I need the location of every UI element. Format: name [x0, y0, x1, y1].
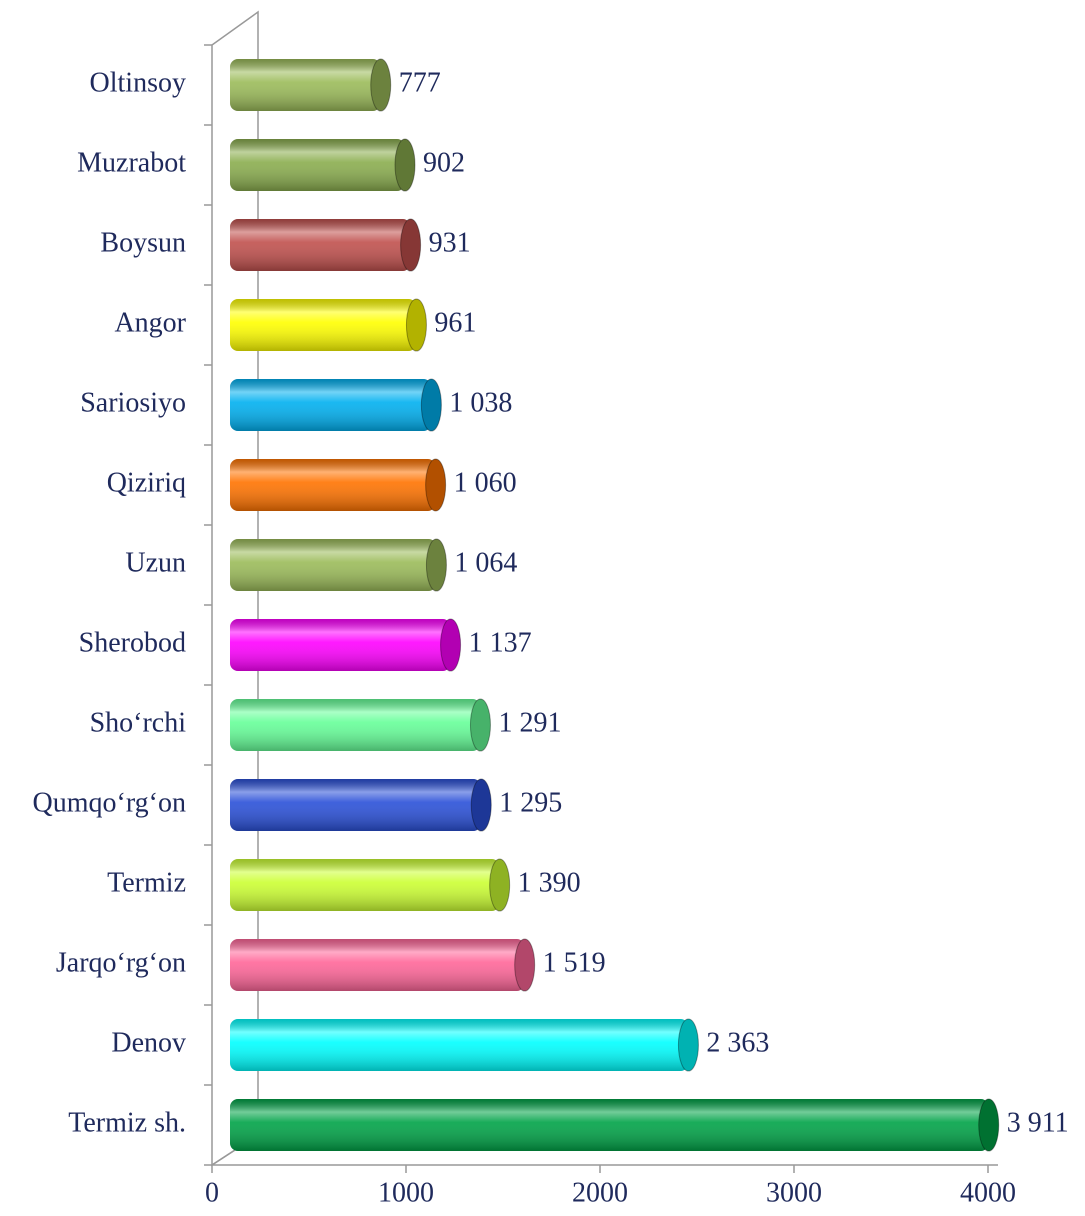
- bar-cap-shade: [421, 379, 442, 431]
- bar-cap: [514, 938, 536, 992]
- bar-shade: [230, 1099, 989, 1151]
- y-tick-label: Qumqo‘rg‘on: [33, 787, 186, 818]
- bar-shade: [230, 59, 381, 111]
- bar-shade: [230, 219, 411, 271]
- bar-cap: [400, 218, 422, 272]
- bar-shade: [230, 699, 481, 751]
- bar-cap: [440, 618, 462, 672]
- y-tick-label: Boysun: [100, 227, 186, 258]
- bar-cap-shade: [440, 619, 461, 671]
- bar-shade: [230, 1019, 689, 1071]
- y-tick-label: Uzun: [125, 547, 186, 578]
- value-label: 3 911: [1007, 1107, 1069, 1138]
- bar-cap-shade: [425, 459, 446, 511]
- bar-shade: [230, 539, 437, 591]
- x-tick-label: 0: [205, 1177, 219, 1208]
- bar-cap-shade: [489, 859, 510, 911]
- value-label: 777: [399, 67, 441, 98]
- y-tick-label: Sariosiyo: [80, 387, 186, 418]
- y-tick-label: Angor: [114, 307, 186, 338]
- value-label: 1 060: [454, 467, 517, 498]
- bar-shade: [230, 859, 500, 911]
- bar-cap-shade: [678, 1019, 699, 1071]
- x-tick-label: 3000: [766, 1177, 822, 1208]
- bar-cap: [470, 778, 492, 832]
- bar-cap-shade: [426, 539, 447, 591]
- value-label: 1 137: [469, 627, 532, 658]
- value-label: 1 295: [499, 787, 562, 818]
- bar-shade: [230, 939, 525, 991]
- bar-cap-shade: [471, 779, 492, 831]
- bar-shade: [230, 139, 405, 191]
- value-label: 1 390: [518, 867, 581, 898]
- bar-cap-shade: [470, 699, 491, 751]
- bar-cap: [425, 458, 447, 512]
- bar-cap: [978, 1098, 1000, 1152]
- y-tick-label: Jarqo‘rg‘on: [56, 947, 186, 978]
- y-tick-label: Sho‘rchi: [90, 707, 187, 738]
- bar-cap-shade: [406, 299, 427, 351]
- value-label: 2 363: [706, 1027, 769, 1058]
- bar-shade: [230, 299, 417, 351]
- bar-shade: [230, 459, 436, 511]
- bar-cap: [425, 538, 447, 592]
- x-tick-label: 4000: [960, 1177, 1016, 1208]
- y-tick-label: Qiziriq: [107, 467, 186, 498]
- bar-cap: [394, 138, 416, 192]
- bar-cap-shade: [370, 59, 391, 111]
- value-label: 1 519: [543, 947, 606, 978]
- value-label: 1 064: [454, 547, 517, 578]
- y-tick-label: Termiz: [107, 867, 186, 898]
- bar-shade: [230, 379, 432, 431]
- bar-cap-shade: [514, 939, 535, 991]
- bar-cap: [420, 378, 442, 432]
- y-tick-label: Termiz sh.: [68, 1107, 186, 1138]
- y-tick-label: Muzrabot: [77, 147, 186, 178]
- bar-shade: [230, 779, 482, 831]
- value-label: 902: [423, 147, 465, 178]
- y-tick-label: Denov: [111, 1027, 186, 1058]
- bar-cap-shade: [978, 1099, 999, 1151]
- bar-cap-shade: [400, 219, 421, 271]
- value-label: 1 291: [498, 707, 561, 738]
- bar-cap: [405, 298, 427, 352]
- bar-shade: [230, 619, 451, 671]
- bar-cap: [370, 58, 392, 112]
- bar-cap: [677, 1018, 699, 1072]
- value-label: 1 038: [449, 387, 512, 418]
- bar-cap: [489, 858, 511, 912]
- y-tick-label: Oltinsoy: [90, 67, 186, 98]
- value-label: 961: [434, 307, 476, 338]
- x-tick-label: 1000: [378, 1177, 434, 1208]
- y-tick-label: Sherobod: [79, 627, 186, 658]
- bar-cap: [469, 698, 491, 752]
- value-label: 931: [429, 227, 471, 258]
- x-tick-label: 2000: [572, 1177, 628, 1208]
- bar-cap-shade: [394, 139, 415, 191]
